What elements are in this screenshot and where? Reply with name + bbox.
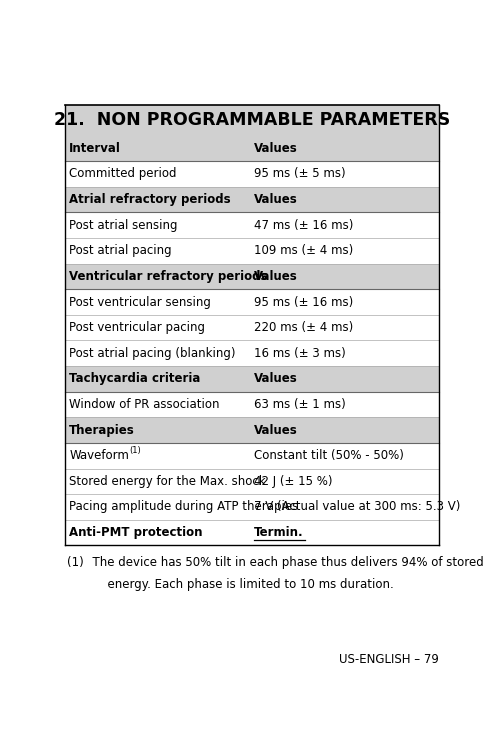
Text: 21.  NON PROGRAMMABLE PARAMETERS: 21. NON PROGRAMMABLE PARAMETERS [54,111,450,129]
Text: energy. Each phase is limited to 10 ms duration.: energy. Each phase is limited to 10 ms d… [85,578,394,591]
Text: Anti-PMT protection: Anti-PMT protection [69,526,203,539]
Text: Values: Values [254,373,298,386]
Text: Values: Values [254,142,298,155]
Text: Tachycardia criteria: Tachycardia criteria [69,373,201,386]
Text: Pacing amplitude during ATP therapies: Pacing amplitude during ATP therapies [69,500,298,513]
Text: 95 ms (± 5 ms): 95 ms (± 5 ms) [254,168,346,181]
Bar [65,392,439,417]
Text: 7 V (Actual value at 300 ms: 5.3 V): 7 V (Actual value at 300 ms: 5.3 V) [254,500,461,513]
Text: Therapies: Therapies [69,423,135,437]
Text: Values: Values [254,193,298,206]
Text: 109 ms (± 4 ms): 109 ms (± 4 ms) [254,244,353,257]
Bar [65,187,439,212]
Text: Atrial refractory periods: Atrial refractory periods [69,193,231,206]
Bar [65,443,439,469]
Text: Ventricular refractory periods: Ventricular refractory periods [69,270,268,283]
Text: Termin.: Termin. [254,526,304,539]
Bar [65,417,439,443]
Bar [65,105,439,135]
Text: Post atrial pacing: Post atrial pacing [69,244,172,257]
Text: Post atrial sensing: Post atrial sensing [69,218,178,231]
Bar [65,519,439,545]
Text: Stored energy for the Max. shock: Stored energy for the Max. shock [69,475,266,488]
Bar [65,135,439,161]
Text: 47 ms (± 16 ms): 47 ms (± 16 ms) [254,218,353,231]
Bar [65,161,439,187]
Bar [65,494,439,519]
Text: 42 J (± 15 %): 42 J (± 15 %) [254,475,333,488]
Text: 63 ms (± 1 ms): 63 ms (± 1 ms) [254,398,346,411]
Text: 16 ms (± 3 ms): 16 ms (± 3 ms) [254,347,346,360]
Bar [65,366,439,392]
Text: US-ENGLISH – 79: US-ENGLISH – 79 [339,653,439,666]
Bar [65,238,439,264]
Text: 220 ms (± 4 ms): 220 ms (± 4 ms) [254,321,353,334]
Text: Window of PR association: Window of PR association [69,398,219,411]
Text: Values: Values [254,270,298,283]
Text: Interval: Interval [69,142,121,155]
Bar [65,314,439,340]
Text: Waveform: Waveform [69,449,129,462]
Text: (1): (1) [67,556,84,569]
Text: The device has 50% tilt in each phase thus delivers 94% of stored: The device has 50% tilt in each phase th… [85,556,484,569]
Text: (1): (1) [129,446,141,455]
Bar [65,469,439,494]
Bar [65,340,439,366]
Bar [65,264,439,290]
Text: Committed period: Committed period [69,168,177,181]
Text: Constant tilt (50% - 50%): Constant tilt (50% - 50%) [254,449,404,462]
Bar [65,212,439,238]
Text: 95 ms (± 16 ms): 95 ms (± 16 ms) [254,296,353,308]
Bar [65,290,439,314]
Text: Post ventricular sensing: Post ventricular sensing [69,296,211,308]
Text: Post ventricular pacing: Post ventricular pacing [69,321,205,334]
Text: Post atrial pacing (blanking): Post atrial pacing (blanking) [69,347,236,360]
Text: Values: Values [254,423,298,437]
